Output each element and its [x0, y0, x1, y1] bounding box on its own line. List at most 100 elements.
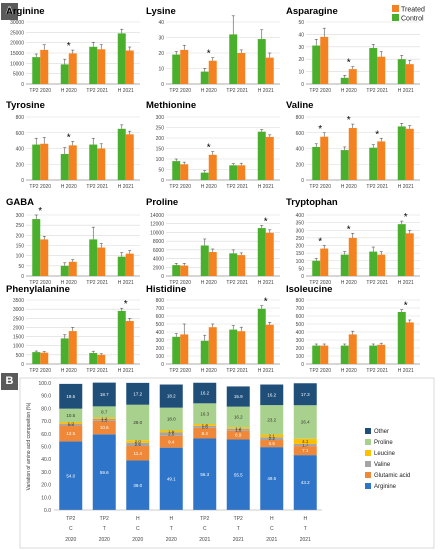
x-tick-label: TP2 2020 — [169, 280, 191, 286]
y-tick-label: 500 — [296, 322, 305, 328]
chart-title-gaba: GABA — [6, 197, 34, 208]
segment-glutamic-acid — [226, 430, 250, 440]
bar-control — [369, 48, 378, 84]
y-tick-label: 600 — [156, 314, 165, 320]
x-tick-stage: H — [303, 516, 307, 522]
bar-treated — [208, 327, 217, 364]
bar-control — [172, 265, 181, 276]
significance-asterisk: * — [38, 206, 42, 217]
bar-control — [32, 219, 41, 276]
chart-title-arginine: Arginine — [6, 6, 45, 17]
x-tick-year: 2020 — [65, 537, 76, 543]
y-tick-label: 0 — [301, 362, 304, 368]
y-tick-label: 5000 — [13, 72, 24, 78]
bar-control — [312, 146, 321, 180]
x-tick-label: H 2021 — [118, 88, 134, 94]
segment-glutamic-acid — [59, 425, 83, 442]
bar-control — [397, 312, 406, 364]
y-tick-label: 20.0 — [41, 483, 51, 489]
y-tick-label: 0 — [161, 82, 164, 88]
bar-treated — [348, 128, 357, 180]
y-tick-label: 10.0 — [41, 495, 51, 501]
x-tick-stage: TP2 — [66, 516, 75, 522]
y-tick-label: 350 — [296, 221, 305, 227]
segment-valine — [193, 425, 217, 428]
segment-value-label: 54.0 — [66, 473, 75, 478]
y-tick-label: 400 — [296, 147, 305, 153]
segment-value-label: 59.6 — [100, 470, 109, 475]
legend-label-control: Control — [401, 16, 424, 23]
y-tick-label: 0 — [301, 178, 304, 184]
segment-value-label: 23.2 — [267, 417, 276, 422]
significance-asterisk: * — [124, 299, 128, 310]
y-tick-label: 300 — [296, 228, 305, 234]
bar-treated — [377, 141, 386, 180]
x-tick-label: H 2020 — [201, 368, 217, 374]
bar-treated — [348, 334, 357, 364]
x-tick-label: H 2021 — [398, 184, 414, 190]
segment-value-label: 2.1 — [269, 433, 276, 438]
segment-leucine — [193, 424, 217, 426]
y-tick-label: 1000 — [13, 344, 24, 350]
bar-treated — [377, 254, 386, 276]
legend-label-other: Other — [374, 429, 389, 435]
y-tick-label: 90.0 — [41, 394, 51, 400]
segment-glutamic-acid — [92, 420, 116, 435]
y-tick-label: 400 — [296, 330, 305, 336]
significance-asterisk: * — [207, 143, 211, 154]
segment-other — [159, 384, 183, 408]
y-tick-label: 3000 — [13, 307, 24, 313]
x-tick-label: TP2 2021 — [226, 88, 248, 94]
bar-treated — [320, 36, 329, 84]
segment-value-label: 17.3 — [301, 392, 310, 397]
y-tick-label: 10000 — [150, 230, 164, 236]
x-tick-stage: TP2 — [100, 516, 109, 522]
bar-control — [257, 228, 266, 276]
segment-value-label: 7.1 — [302, 448, 309, 453]
bar-control — [369, 147, 378, 180]
bar-control — [60, 64, 69, 84]
segment-value-label: 1.6 — [235, 427, 242, 432]
y-tick-label: 40 — [158, 20, 164, 26]
segment-arginine — [59, 441, 83, 510]
bar-control — [229, 329, 238, 364]
bar-control — [312, 345, 321, 364]
x-tick-label: TP2 2021 — [366, 280, 388, 286]
y-tick-label: 40 — [298, 32, 304, 38]
segment-value-label: 9.4 — [168, 439, 175, 444]
y-tick-label: 50 — [298, 20, 304, 26]
x-tick-year: 2020 — [99, 537, 110, 543]
y-tick-label: 8000 — [153, 239, 164, 245]
segment-proline — [59, 408, 83, 422]
x-tick-label: TP2 2020 — [309, 184, 331, 190]
segment-value-label: 16.2 — [234, 415, 243, 420]
segment-valine — [126, 442, 150, 446]
bar-control — [172, 336, 181, 364]
chart-title-histidine: Histidine — [146, 284, 186, 295]
segment-arginine — [226, 439, 250, 510]
significance-asterisk: * — [347, 224, 351, 235]
bar-control — [340, 150, 349, 180]
x-tick-label: TP2 2021 — [366, 88, 388, 94]
bar-treated — [180, 334, 189, 364]
significance-asterisk: * — [347, 115, 351, 126]
segment-value-label: 16.2 — [200, 391, 209, 396]
x-tick-label: H 2021 — [118, 368, 134, 374]
x-tick-year: 2021 — [266, 537, 277, 543]
bar-control — [312, 260, 321, 276]
segment-proline — [193, 403, 217, 425]
chart-title-proline: Proline — [146, 197, 178, 208]
chart-title-tryptophan: Tryptophan — [286, 197, 338, 208]
bar-control — [340, 77, 349, 84]
segment-proline — [126, 404, 150, 441]
x-tick-stage: TP2 — [200, 516, 209, 522]
y-tick-label: 30 — [158, 36, 164, 42]
y-tick-label: 250 — [16, 223, 25, 229]
segment-proline — [226, 406, 250, 428]
bar-treated — [180, 49, 189, 84]
bar-treated — [237, 165, 246, 180]
segment-value-label: 18.7 — [100, 392, 109, 397]
y-tick-label: 50 — [18, 264, 24, 270]
segment-valine — [92, 418, 116, 421]
x-tick-label: H 2020 — [341, 280, 357, 286]
